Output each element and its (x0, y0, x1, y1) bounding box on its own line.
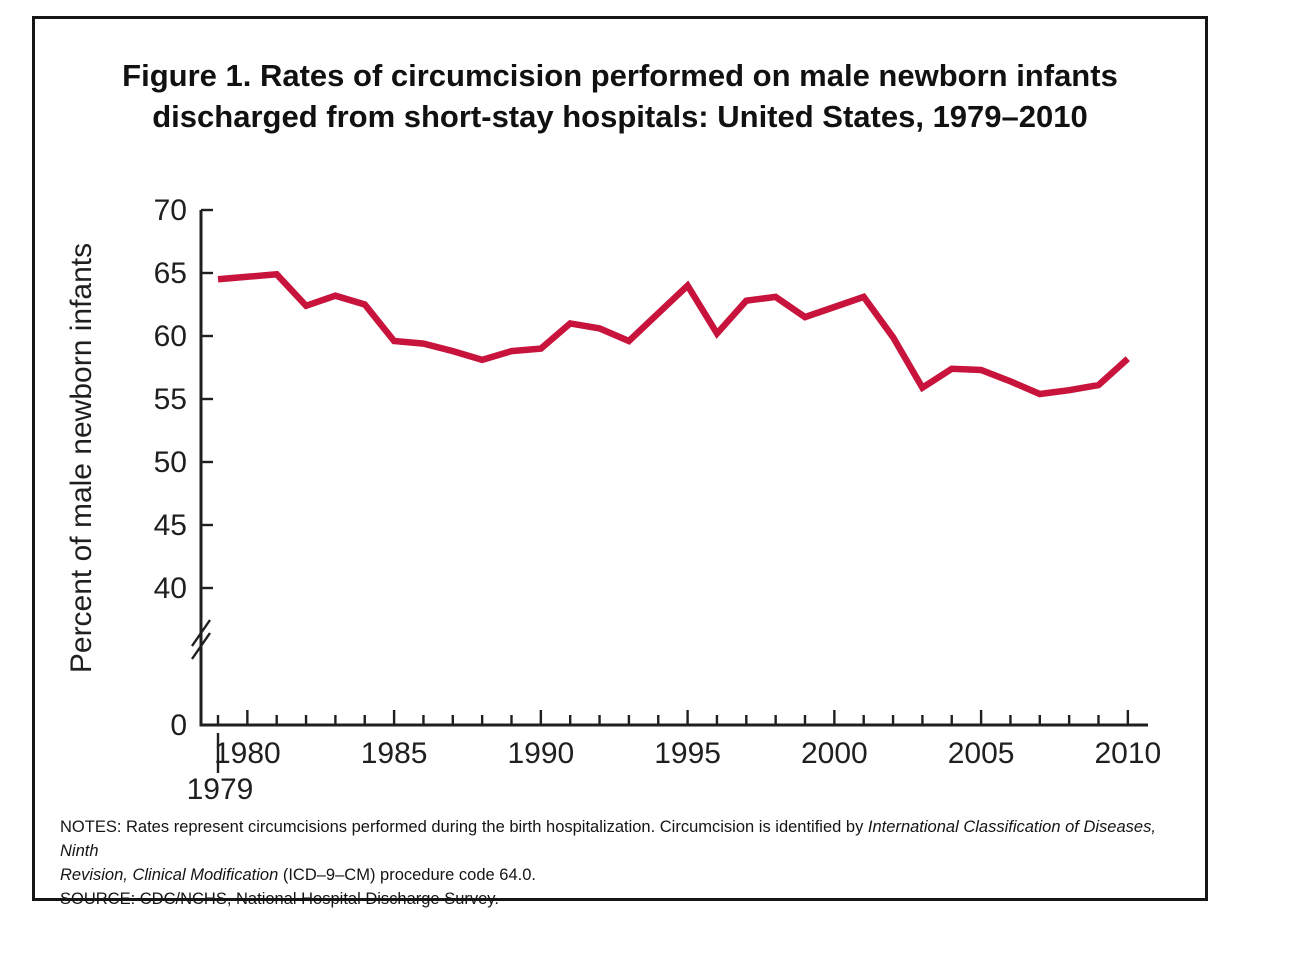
source-line: SOURCE: CDC/NCHS, National Hospital Disc… (60, 890, 499, 908)
notes-text: NOTES: Rates represent circumcisions per… (60, 818, 868, 836)
x-tick-label: 1990 (507, 737, 574, 770)
figure-notes: NOTES: Rates represent circumcisions per… (60, 815, 1180, 911)
x-tick-label: 2005 (948, 737, 1015, 770)
y-tick-label: 60 (154, 320, 187, 353)
y-axis-title: Percent of male newborn infants (65, 243, 98, 673)
figure-title-line2: discharged from short-stay hospitals: Un… (152, 99, 1088, 134)
data-line (217, 270, 1130, 398)
y-tick-label: 40 (154, 572, 187, 605)
x-tick-label: 1985 (361, 737, 428, 770)
y-tick-label: 0 (170, 709, 187, 742)
x-tick-label: 1980 (214, 737, 281, 770)
y-tick-label: 50 (154, 446, 187, 479)
y-tick-label: 45 (154, 509, 187, 542)
y-tick-label: 65 (154, 257, 187, 290)
figure-container: 70 65 60 55 50 45 40 0 1979 1980 1985 1990 1995 2000 2… (32, 16, 1208, 908)
notes-text: (ICD–9–CM) procedure code 64.0. (278, 866, 536, 884)
x-tick-label: 2010 (1094, 737, 1161, 770)
x-tick-label: 1995 (654, 737, 721, 770)
axis-break-icon (191, 619, 211, 647)
y-tick-label: 55 (154, 383, 187, 416)
notes-italic-text: International Classification of Diseases… (60, 818, 1156, 860)
notes-line-1: NOTES: Rates represent circumcisions per… (60, 815, 1180, 863)
figure-title-line1: Figure 1. Rates of circumcision performe… (122, 58, 1118, 93)
figure-title: Figure 1. Rates of circumcision performe… (35, 55, 1205, 137)
notes-italic-text: Revision, Clinical Modification (60, 866, 279, 884)
y-tick-label: 70 (154, 194, 187, 227)
axis-break-icon (191, 632, 211, 660)
x-tick-label: 1979 (187, 773, 254, 806)
x-tick-label: 2000 (801, 737, 868, 770)
notes-line-2: Revision, Clinical Modification (ICD–9–C… (60, 863, 1180, 887)
